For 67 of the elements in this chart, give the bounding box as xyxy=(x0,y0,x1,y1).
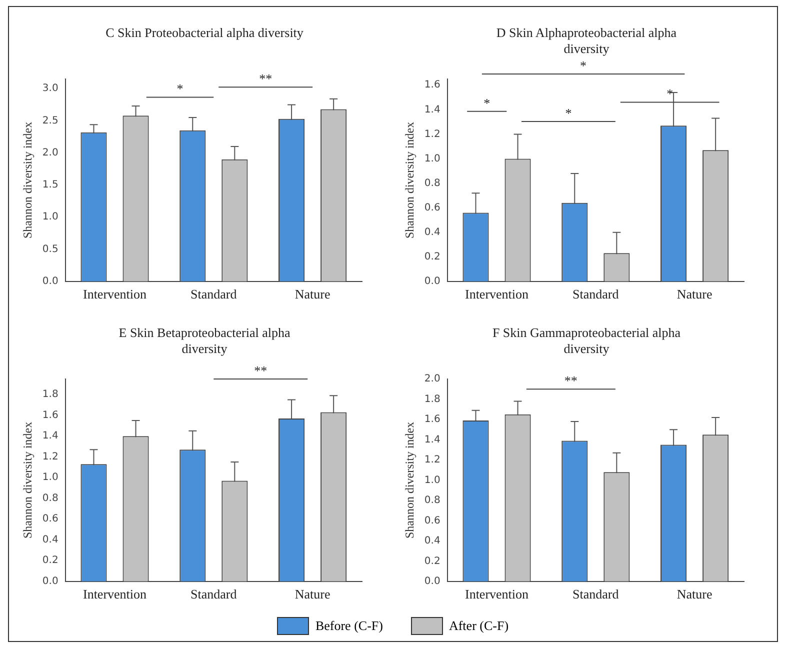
legend-label: Before (C-F) xyxy=(315,618,383,634)
y-tick-label: 0.0 xyxy=(42,276,58,287)
x-tick-label: Nature xyxy=(294,586,330,602)
y-tick-label: 1.5 xyxy=(42,180,58,191)
annotation: * xyxy=(176,81,184,96)
y-tick-label: 1.8 xyxy=(424,394,440,405)
y-tick-label: 0.2 xyxy=(424,251,440,262)
y-tick-label: 0.6 xyxy=(424,202,440,214)
y-tick-label: 0.5 xyxy=(42,244,58,255)
y-tick-label: 1.0 xyxy=(42,212,58,223)
y-tick-label: 3.0 xyxy=(42,83,58,94)
y-tick-label: 2.0 xyxy=(42,147,58,158)
chart-title: F Skin Gammaproteobacterial alpha diversity xyxy=(491,325,682,358)
x-tick-label: Standard xyxy=(572,286,620,302)
y-axis-title: Shannon diversity index xyxy=(402,122,416,239)
x-tick-label: Intervention xyxy=(464,586,530,602)
y-tick-label: 1.2 xyxy=(424,454,440,466)
y-axis-title: Shannon diversity index xyxy=(20,122,34,239)
y-tick-label: 2.0 xyxy=(424,374,440,385)
annotation: * xyxy=(666,86,674,102)
x-tick-label: Intervention xyxy=(464,286,530,302)
y-tick-label: 2.5 xyxy=(42,115,58,126)
text: ** xyxy=(254,362,268,378)
chart-title: D Skin Alphaproteobacterial alpha diversity xyxy=(495,25,678,58)
y-tick-label: 1.2 xyxy=(424,128,440,140)
x-tick-label: Standard xyxy=(572,586,620,602)
y-tick-label: 1.6 xyxy=(424,414,440,426)
y-tick-label: 0.4 xyxy=(424,226,440,238)
y-tick-label: 0.4 xyxy=(42,534,58,546)
annotation: ** xyxy=(564,373,578,388)
y-tick-label: 0.6 xyxy=(424,515,440,526)
legend-label: After (C-F) xyxy=(448,618,509,634)
x-tick-label: Standard xyxy=(190,586,238,602)
y-tick-label: 0.2 xyxy=(424,556,440,567)
text: * xyxy=(580,58,587,73)
x-tick-label: Intervention xyxy=(82,586,148,602)
x-tick-label: Nature xyxy=(676,286,712,302)
y-tick-label: 1.4 xyxy=(42,430,58,442)
y-tick-label: 1.8 xyxy=(42,389,58,400)
y-tick-label: 0.2 xyxy=(42,555,58,566)
chart-title: C Skin Proteobacterial alpha diversity xyxy=(104,25,304,42)
y-tick-label: 1.0 xyxy=(42,472,58,484)
x-tick-label: Nature xyxy=(676,586,712,602)
y-tick-label: 0.8 xyxy=(424,178,440,189)
y-tick-label: 0.0 xyxy=(42,576,58,587)
y-axis-title: Shannon diversity index xyxy=(402,422,416,539)
chart-title: E Skin Betaproteobacterial alpha diversity xyxy=(118,325,292,358)
y-tick-label: 1.6 xyxy=(42,410,58,421)
y-tick-label: 1.2 xyxy=(42,451,58,462)
annotation: * xyxy=(565,105,572,120)
y-axis-title: Shannon diversity index xyxy=(20,422,34,539)
y-tick-label: 0.0 xyxy=(424,276,440,287)
y-tick-label: 0.8 xyxy=(42,492,58,504)
y-tick-label: 1.4 xyxy=(424,104,440,116)
y-tick-label: 0.6 xyxy=(42,514,58,525)
annotation: ** xyxy=(259,71,272,86)
x-tick-label: Nature xyxy=(294,286,330,302)
y-tick-label: 1.0 xyxy=(424,474,440,486)
y-tick-label: 1.0 xyxy=(424,153,440,164)
y-tick-label: 1.6 xyxy=(424,80,440,91)
annotation: * xyxy=(484,95,490,110)
y-tick-label: 0.0 xyxy=(424,576,440,587)
y-tick-label: 0.4 xyxy=(424,536,440,547)
y-tick-label: 0.8 xyxy=(424,495,440,506)
x-tick-label: Standard xyxy=(190,286,238,302)
x-tick-label: Intervention xyxy=(82,286,148,302)
y-tick-label: 1.4 xyxy=(424,434,440,446)
